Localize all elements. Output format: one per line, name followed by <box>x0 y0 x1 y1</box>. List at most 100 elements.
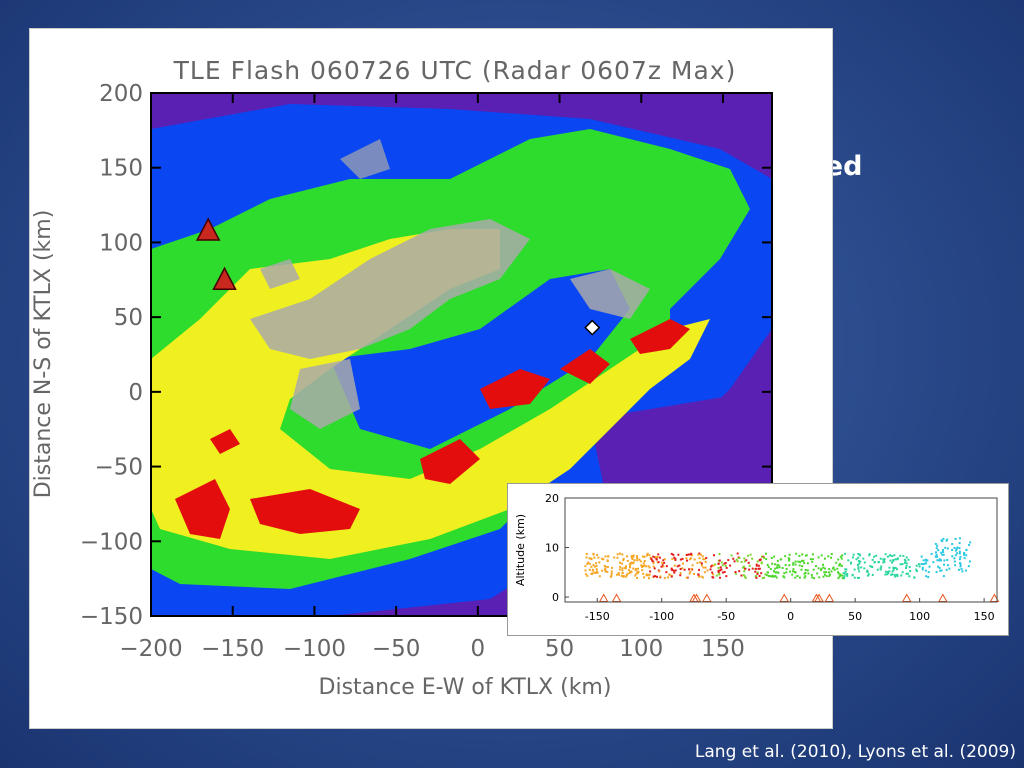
lma-point <box>652 565 655 568</box>
lma-point <box>890 573 893 576</box>
lma-point <box>745 559 748 562</box>
lma-point <box>637 570 640 573</box>
lma-point <box>812 577 815 580</box>
lma-point <box>858 560 861 563</box>
lma-point <box>837 577 840 580</box>
lma-point <box>725 566 728 569</box>
lma-point <box>823 567 826 570</box>
lma-point <box>963 553 966 556</box>
lma-point <box>697 553 700 556</box>
lma-point <box>718 553 721 556</box>
lma-point <box>884 573 887 576</box>
lma-point <box>774 563 777 566</box>
lma-point <box>770 557 773 560</box>
lma-point <box>671 569 674 572</box>
lma-point <box>900 574 903 577</box>
lma-point <box>954 554 957 557</box>
lma-point <box>833 568 836 571</box>
lma-point <box>803 572 806 575</box>
lma-point <box>618 568 621 571</box>
lma-point <box>610 574 613 577</box>
lma-point <box>679 568 682 571</box>
lma-point <box>606 565 609 568</box>
lma-point <box>733 560 736 563</box>
lma-point <box>896 573 899 576</box>
lma-point <box>621 562 624 565</box>
lma-point <box>955 548 958 551</box>
lma-point <box>604 555 607 558</box>
lma-point <box>857 556 860 559</box>
inset-x-tick-label: 50 <box>848 610 862 623</box>
lma-point <box>646 552 649 555</box>
lma-point <box>776 564 779 567</box>
lma-point <box>841 574 844 577</box>
lma-point <box>908 566 911 569</box>
lma-point <box>817 567 820 570</box>
lma-point <box>825 571 828 574</box>
echo-red-5 <box>560 349 610 384</box>
lma-point <box>652 555 655 558</box>
echo-red-6 <box>630 319 690 354</box>
inset-triangle-marker <box>611 593 622 603</box>
lma-point <box>843 577 846 580</box>
lma-point <box>794 563 797 566</box>
lma-point <box>925 562 928 565</box>
lma-cloud-2 <box>260 259 300 289</box>
lma-point <box>704 566 707 569</box>
echo-red-3 <box>420 439 480 484</box>
lma-point <box>793 571 796 574</box>
lma-point <box>741 566 744 569</box>
lma-point <box>690 567 693 570</box>
lma-point <box>673 564 676 567</box>
lma-point <box>915 564 918 567</box>
lma-point <box>630 561 633 564</box>
lma-point <box>668 573 671 576</box>
lma-point <box>886 573 889 576</box>
lma-point <box>588 557 591 560</box>
lma-point <box>622 575 625 578</box>
lma-point <box>792 568 795 571</box>
x-tick-label: 100 <box>619 636 663 662</box>
lma-point <box>968 543 971 546</box>
lma-point <box>879 557 882 560</box>
lma-point <box>677 553 680 556</box>
x-tick-label: 0 <box>471 636 486 662</box>
lma-point <box>595 562 598 565</box>
lma-point <box>735 558 738 561</box>
lma-point <box>659 575 662 578</box>
lma-point <box>717 566 720 569</box>
lma-point <box>889 559 892 562</box>
lma-point <box>877 561 880 564</box>
lma-point <box>685 576 688 579</box>
lma-point <box>756 572 759 575</box>
lma-point <box>623 567 626 570</box>
lma-point <box>892 560 895 563</box>
lma-point <box>792 570 795 573</box>
lma-point <box>700 575 703 578</box>
lma-point <box>820 568 823 571</box>
lma-point <box>725 575 728 578</box>
lma-point <box>661 561 664 564</box>
lma-point <box>867 573 870 576</box>
lma-point <box>775 576 778 579</box>
lma-point <box>852 553 855 556</box>
lma-point <box>636 555 639 558</box>
lma-point <box>787 557 790 560</box>
lma-point <box>743 560 746 563</box>
lma-point <box>760 555 763 558</box>
lma-point <box>625 555 628 558</box>
lma-point <box>721 564 724 567</box>
lma-point <box>697 573 700 576</box>
lma-point <box>820 567 823 570</box>
lma-point <box>892 568 895 571</box>
lma-point <box>740 560 743 563</box>
lma-point <box>621 572 624 575</box>
lma-point <box>617 572 620 575</box>
lma-point <box>593 565 596 568</box>
inset-x-tick-label: -50 <box>717 610 735 623</box>
lma-point <box>958 542 961 545</box>
lma-point <box>693 558 696 561</box>
lma-point <box>940 539 943 542</box>
lma-point <box>604 570 607 573</box>
lma-point <box>853 568 856 571</box>
